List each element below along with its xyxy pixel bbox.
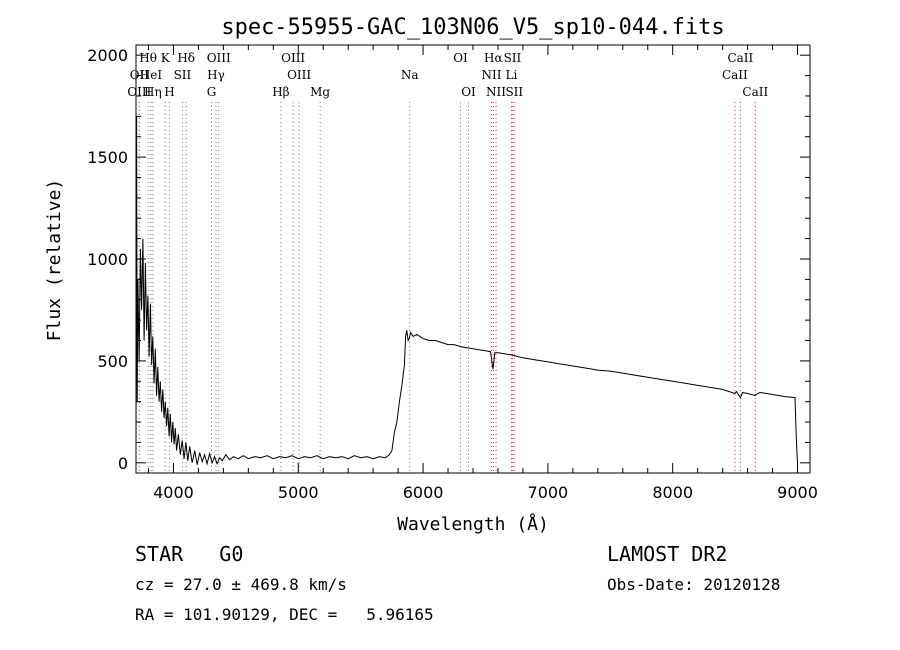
- line-marker-label: OIII: [207, 51, 231, 65]
- x-tick-label: 7000: [528, 483, 569, 502]
- line-marker-label: Mg: [310, 85, 330, 99]
- line-marker-label: NII: [481, 68, 501, 82]
- line-marker-label: Na: [401, 68, 419, 82]
- y-tick-label: 0: [118, 454, 128, 473]
- line-marker-label: CaII: [722, 68, 748, 82]
- obs-date: Obs-Date: 20120128: [607, 575, 781, 594]
- line-marker-label: OI: [461, 85, 476, 99]
- line-marker-label: OIII: [287, 68, 311, 82]
- line-marker-label: H: [164, 85, 174, 99]
- line-marker-label: SII: [174, 68, 192, 82]
- y-tick-label: 500: [97, 352, 128, 371]
- flux-line: [135, 116, 798, 466]
- x-tick-label: 6000: [403, 483, 444, 502]
- plot-frame: [135, 44, 811, 474]
- x-tick-label: 8000: [652, 483, 693, 502]
- line-marker-label: Hη: [144, 85, 162, 99]
- x-tick-label: 9000: [777, 483, 818, 502]
- line-marker-label: OII: [130, 68, 150, 82]
- x-tick-label: 4000: [153, 483, 194, 502]
- line-marker-label: OIII: [127, 85, 151, 99]
- line-marker-label: OIII: [281, 51, 305, 65]
- line-marker-label: Li: [506, 68, 518, 82]
- line-marker-label: HeI: [140, 68, 163, 82]
- line-marker-label: NII: [486, 85, 506, 99]
- line-marker-label: Hδ: [177, 51, 195, 65]
- flux-series: [135, 116, 798, 466]
- line-marker-label: CaII: [727, 51, 753, 65]
- chart-title: spec-55955-GAC_103N06_V5_sp10-044.fits: [221, 15, 724, 40]
- line-marker-label: SII: [504, 51, 522, 65]
- line-marker-label: CaII: [742, 85, 768, 99]
- line-marker-label: G: [207, 85, 217, 99]
- object-class: STAR G0: [135, 542, 244, 566]
- coordinates: RA = 101.90129, DEC = 5.96165: [135, 605, 434, 624]
- line-marker-label: Hθ: [139, 51, 157, 65]
- y-tick-label: 2000: [87, 46, 128, 65]
- line-marker-label: SII: [505, 85, 523, 99]
- y-axis-label: Flux (relative): [44, 179, 65, 342]
- y-tick-label: 1500: [87, 148, 128, 167]
- x-axis-label: Wavelength (Å): [397, 513, 549, 535]
- line-marker-label: Hγ: [207, 68, 225, 82]
- line-marker-label: OI: [453, 51, 468, 65]
- x-tick-label: 5000: [278, 483, 319, 502]
- line-marker-label: Hβ: [272, 85, 289, 99]
- y-tick-label: 1000: [87, 250, 128, 269]
- survey-name: LAMOST DR2: [607, 542, 728, 566]
- line-marker-label: Hα: [484, 51, 503, 65]
- redshift-readout: cz = 27.0 ± 469.8 km/s: [135, 575, 347, 594]
- plot-axes: 4000 5000 6000 7000 8000 9000 0 500 1000 1500 2000: [87, 44, 818, 502]
- line-marker-label: K: [161, 51, 171, 65]
